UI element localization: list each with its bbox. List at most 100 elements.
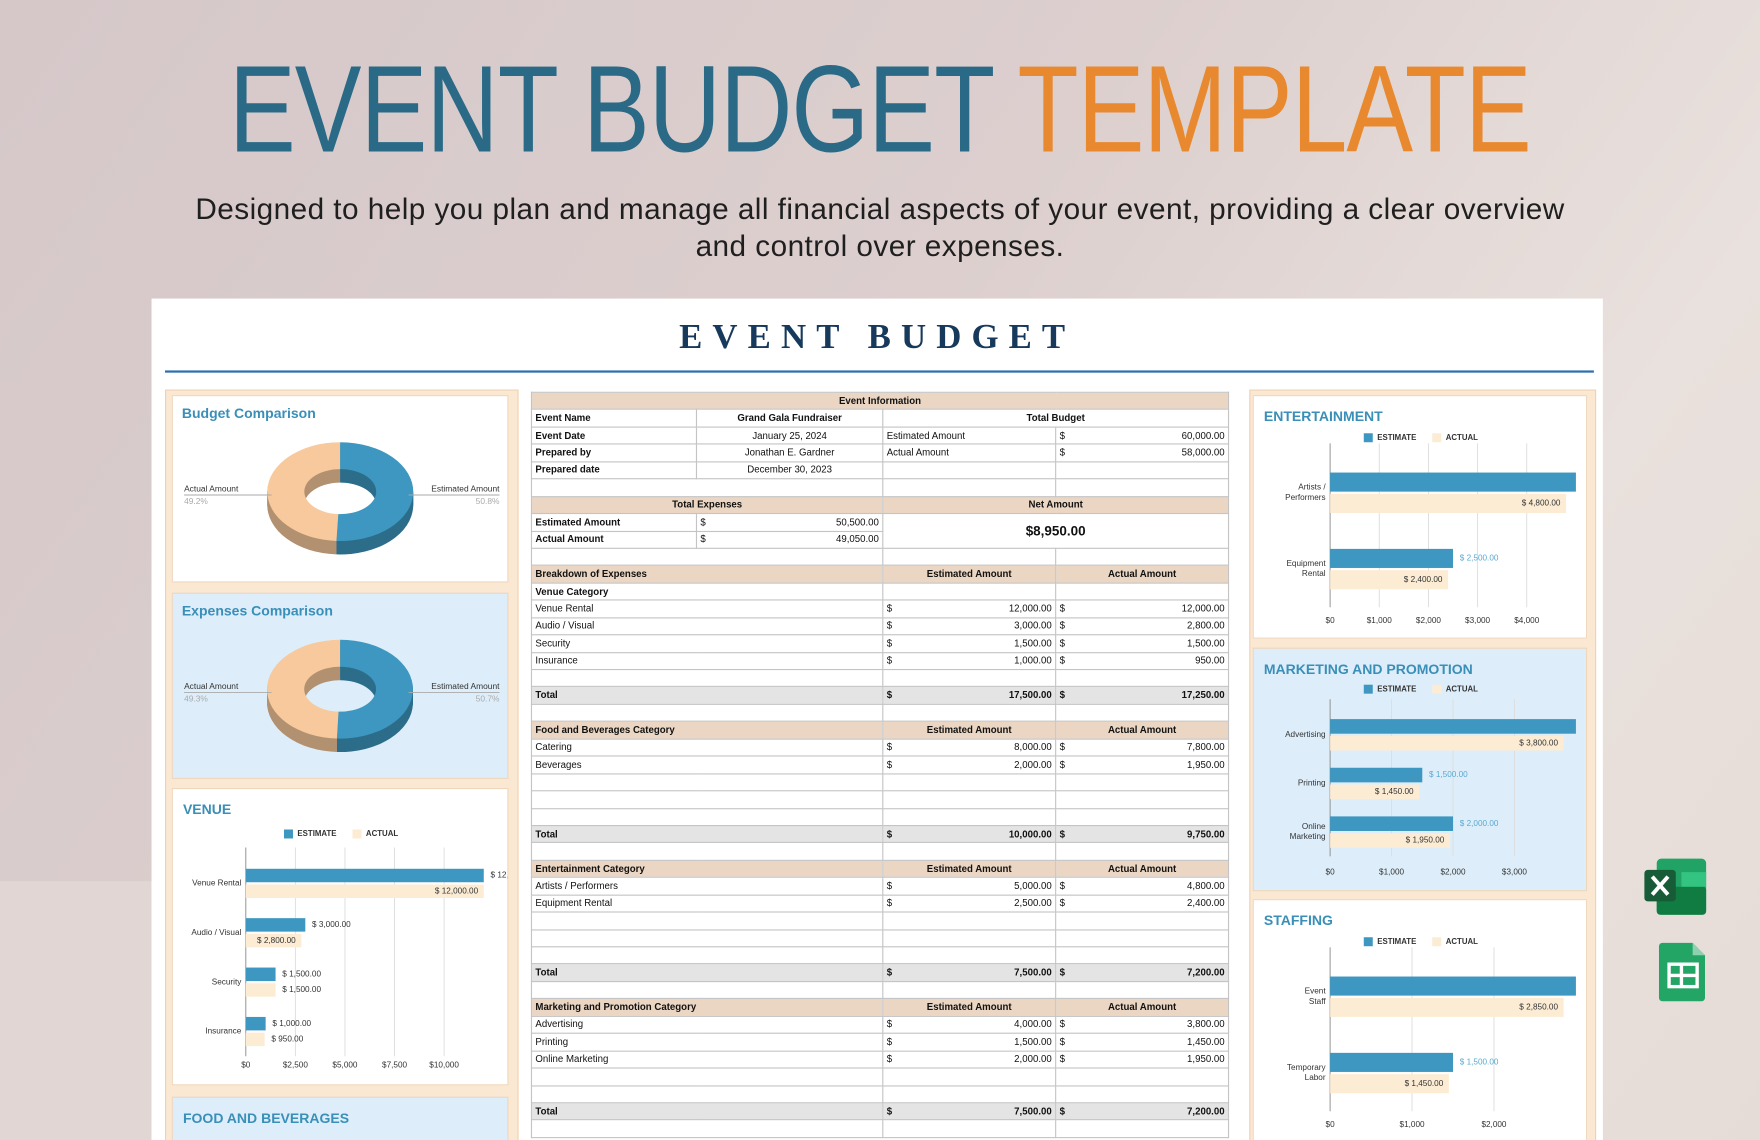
money: $58,000.00 xyxy=(1060,446,1225,461)
sheets-icon[interactable] xyxy=(1658,942,1706,1002)
y-tick-label: Temporary Labor xyxy=(1287,1063,1327,1082)
cell: $5,000.00 xyxy=(882,876,1057,896)
cell: $8,000.00 xyxy=(882,738,1057,757)
amount: 9,750.00 xyxy=(1187,827,1225,840)
cell: Grand Gala Fundraiser xyxy=(695,409,884,428)
cell xyxy=(1055,478,1230,497)
x-tick-label: $3,000 xyxy=(1465,616,1490,625)
currency: $ xyxy=(886,602,893,614)
cell: Actual Amount xyxy=(530,530,698,549)
amount: 2,500.00 xyxy=(1014,897,1052,909)
value-label: $ 12,000.00 xyxy=(491,871,509,880)
table-row: Equipment Rental $2,500.00 $2,400.00 xyxy=(530,894,1230,913)
label-line: Artists / xyxy=(1298,483,1326,492)
money: $2,000.00 xyxy=(887,758,1052,773)
cell xyxy=(882,582,1057,601)
money: $1,450.00 xyxy=(1060,1035,1225,1050)
table-row: Prepared by Jonathan E. Gardner Actual Amo… xyxy=(530,443,1230,463)
slice-label: Actual Amount xyxy=(184,484,239,494)
cell: $12,000.00 xyxy=(882,599,1057,619)
table-row: Event Date January 25, 2024 Estimated Amou… xyxy=(530,426,1230,445)
x-tick-label: $7,500 xyxy=(382,1060,407,1069)
cell: December 30, 2023 xyxy=(695,461,884,480)
bar xyxy=(245,884,484,898)
bar xyxy=(245,1032,265,1047)
cell: $7,200.00 xyxy=(1055,963,1230,983)
bar xyxy=(1330,472,1576,492)
cell: $10,000.00 xyxy=(882,824,1057,844)
cell xyxy=(1055,1084,1230,1104)
y-tick-label: Printing xyxy=(1298,779,1326,788)
cell: $1,450.00 xyxy=(1055,1032,1230,1052)
money: $10,000.00 xyxy=(887,827,1052,842)
table-heading: Estimated Amount xyxy=(882,998,1057,1017)
cell: Artists / Performers xyxy=(530,876,884,896)
cell xyxy=(1055,1119,1230,1138)
slice-value-label: 49.3% xyxy=(184,694,208,704)
table-row xyxy=(530,1084,1230,1104)
currency: $ xyxy=(1059,689,1065,701)
legend-swatch xyxy=(1432,684,1442,694)
slice-label: Actual Amount xyxy=(184,681,239,691)
app-icons xyxy=(1644,858,1707,1002)
table-row: Estimated Amount $50,500.00 $8,950.00 xyxy=(530,513,1230,549)
table-row: Entertainment Category Estimated Amount Ac… xyxy=(530,859,1230,879)
cell xyxy=(882,547,1057,567)
table-row: Food and Beverages Category Estimated Amo… xyxy=(530,720,1230,740)
cell: $1,500.00 xyxy=(882,634,1057,653)
bar xyxy=(1330,997,1564,1017)
amount: 17,250.00 xyxy=(1181,689,1225,701)
currency: $ xyxy=(886,1053,893,1065)
cell xyxy=(530,980,884,1000)
table-heading: Breakdown of Expenses xyxy=(530,564,884,584)
currency: $ xyxy=(886,689,893,701)
subtitle: Designed to help you plan and manage all… xyxy=(195,191,1565,263)
cell: Estimated Amount xyxy=(882,426,1057,445)
x-tick-label: $1,000 xyxy=(1379,867,1404,876)
bar xyxy=(245,967,276,982)
x-tick-label: $0 xyxy=(1326,616,1336,625)
cell xyxy=(530,478,884,497)
currency: $ xyxy=(886,827,893,840)
chart: FOOD AND BEVERAGES xyxy=(183,1110,349,1126)
legend-swatch xyxy=(1432,433,1442,443)
amount: 7,200.00 xyxy=(1187,1105,1225,1117)
amount: 8,000.00 xyxy=(1014,741,1052,753)
cell xyxy=(530,547,884,567)
money: $3,000.00 xyxy=(887,619,1052,634)
legend-label: ACTUAL xyxy=(1446,684,1478,693)
currency: $ xyxy=(1059,429,1065,441)
money: $5,000.00 xyxy=(887,879,1052,894)
table-row xyxy=(530,1119,1230,1138)
money: $1,500.00 xyxy=(887,1035,1052,1050)
cell: $3,800.00 xyxy=(1055,1015,1230,1035)
icon-part xyxy=(1692,942,1706,956)
cell: Venue Category xyxy=(530,582,884,601)
cell: $7,800.00 xyxy=(1055,738,1230,757)
cell: $3,000.00 xyxy=(882,616,1057,636)
bar xyxy=(1330,1052,1454,1072)
cell: $950.00 xyxy=(1055,651,1230,671)
cell: $1,500.00 xyxy=(1055,634,1230,653)
money: $17,500.00 xyxy=(887,688,1052,703)
currency: $ xyxy=(886,741,893,753)
money: $7,200.00 xyxy=(1060,965,1225,980)
money: $4,000.00 xyxy=(887,1017,1052,1032)
amount: 58,000.00 xyxy=(1181,446,1225,458)
title-accent: TEMPLATE xyxy=(1017,40,1532,179)
table-heading: Food and Beverages Category xyxy=(530,720,884,740)
label-line: Online xyxy=(1302,822,1326,831)
chart-card: Budget Comparison Estimated Amount 50.8% Ac… xyxy=(171,395,509,583)
money: $2,800.00 xyxy=(1060,619,1225,634)
bar xyxy=(245,983,276,997)
label-line: Labor xyxy=(1305,1073,1326,1082)
money: $3,800.00 xyxy=(1060,1017,1225,1032)
currency: $ xyxy=(886,1018,893,1030)
chart-card: VENUE ESTIMATE ACTUAL $0 $2,500 $5,000 $7,500 $… xyxy=(171,787,509,1086)
table-heading: Actual Amount xyxy=(1055,720,1230,740)
cell xyxy=(882,461,1057,480)
amount: 2,800.00 xyxy=(1187,620,1225,632)
legend-label: ESTIMATE xyxy=(1377,433,1416,442)
excel-icon[interactable] xyxy=(1644,858,1707,915)
